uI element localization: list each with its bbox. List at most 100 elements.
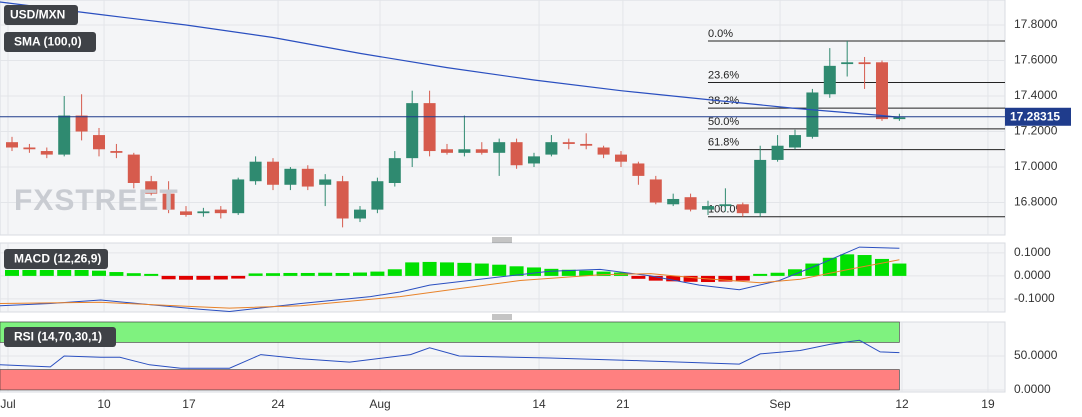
macd-histogram-bar <box>753 273 768 276</box>
rsi-line <box>0 339 900 369</box>
macd-box[interactable] <box>4 249 108 269</box>
y-tick-label: 17.8000 <box>1014 17 1058 31</box>
macd-histogram-bar <box>840 254 855 276</box>
x-tick-label: 17 <box>182 397 196 411</box>
candle-body <box>371 181 384 210</box>
fib-label: 50.0% <box>708 116 739 128</box>
x-tick-label: 10 <box>97 397 111 411</box>
macd-line <box>0 259 900 309</box>
macd-histogram-bar <box>318 272 333 276</box>
macd-histogram-bar <box>457 262 472 276</box>
macd-histogram-bar <box>857 255 872 276</box>
x-tick-label: Sep <box>769 397 791 411</box>
macd-histogram-bar <box>631 275 646 279</box>
panel-grip[interactable] <box>492 237 512 320</box>
candle-body <box>162 193 175 210</box>
candle-body <box>510 142 523 166</box>
sma-label: SMA (100,0) <box>14 35 82 49</box>
candle-body <box>127 154 140 183</box>
symbol-box[interactable] <box>4 5 78 25</box>
macd-histogram-bar <box>492 264 507 276</box>
rsi-label: RSI (14,70,30,1) <box>14 330 102 344</box>
fib-label: 0.0% <box>708 28 733 40</box>
macd-histogram-bar <box>5 269 20 276</box>
candle-body <box>736 204 749 214</box>
macd-histogram-bar <box>805 263 820 276</box>
candle-body <box>406 103 419 159</box>
candle-body <box>632 163 645 176</box>
watermark: FXSTREET <box>14 184 179 217</box>
y-tick-label: 16.8000 <box>1014 195 1058 209</box>
candle-body <box>232 179 245 214</box>
macd-histogram-bar <box>352 272 367 276</box>
sma-box[interactable] <box>4 32 96 52</box>
x-tick-label: 24 <box>271 397 285 411</box>
candle-body <box>719 204 732 207</box>
sma-line <box>0 1 900 118</box>
candle-body <box>301 168 314 187</box>
y-tick-label: 17.0000 <box>1014 159 1058 173</box>
x-tick-label: 14 <box>532 397 546 411</box>
candle-body <box>667 198 680 205</box>
macd-histogram-bar <box>109 272 124 276</box>
candle-body <box>614 154 627 162</box>
macd-histogram-bar <box>126 273 141 276</box>
macd-histogram-bar <box>144 273 159 276</box>
macd-histogram-bar <box>213 275 228 280</box>
candle-body <box>23 147 36 150</box>
macd-histogram-bar <box>561 269 576 276</box>
candle-body <box>806 92 819 137</box>
macd-histogram-bar <box>770 272 785 276</box>
candle-body <box>75 115 88 132</box>
macd-histogram-bar <box>526 267 541 276</box>
fib-label: 100.0% <box>708 204 746 216</box>
candle-body <box>580 143 593 146</box>
candle-body <box>423 103 436 152</box>
candle-body <box>649 179 662 203</box>
candle-body <box>93 135 106 150</box>
macd-histogram-bar <box>474 263 489 276</box>
candle-body <box>788 135 801 148</box>
macd-histogram-bar <box>196 275 211 280</box>
candle-body <box>458 149 471 153</box>
macd-histogram-bar <box>405 262 420 276</box>
candle-body <box>214 209 227 214</box>
macd-histogram-bar <box>648 275 663 281</box>
candle-body <box>493 142 506 153</box>
macd-histogram-bar <box>892 263 907 276</box>
last-price-label: 17.28315 <box>1010 109 1060 123</box>
candle-body <box>771 145 784 160</box>
candle-body <box>388 158 401 183</box>
candle-body <box>841 62 854 65</box>
candle-body <box>440 149 453 153</box>
candle-body <box>475 149 488 153</box>
last-price-box <box>1005 107 1071 126</box>
candle-body <box>145 181 158 194</box>
macd-histogram-bar <box>248 273 263 276</box>
x-tick-label: 12 <box>895 397 909 411</box>
macd-histogram-bar <box>596 271 611 276</box>
candle-body <box>684 197 697 210</box>
candle-body <box>319 179 332 185</box>
macd-histogram-bar <box>683 275 698 282</box>
candle-body <box>353 209 366 219</box>
macd-histogram-bar <box>231 275 246 279</box>
macd-histogram-bar <box>283 272 298 276</box>
macd-histogram-bar <box>161 275 176 280</box>
candle-body <box>754 159 767 214</box>
macd-histogram-bar <box>370 271 385 276</box>
y-tick-label: -0.1000 <box>1014 291 1055 305</box>
macd-histogram-bar <box>335 272 350 276</box>
fib-label: 23.6% <box>708 69 739 81</box>
candle-body <box>823 65 836 95</box>
macd-histogram-bar <box>422 261 437 276</box>
candle-body <box>858 62 871 65</box>
candle-body <box>527 156 540 164</box>
rsi-band <box>0 369 900 391</box>
macd-histogram-bar <box>439 262 454 276</box>
symbol-label: USD/MXN <box>10 8 65 22</box>
fib-label: 61.8% <box>708 137 739 149</box>
candle-body <box>6 142 19 148</box>
rsi-box[interactable] <box>4 327 116 347</box>
